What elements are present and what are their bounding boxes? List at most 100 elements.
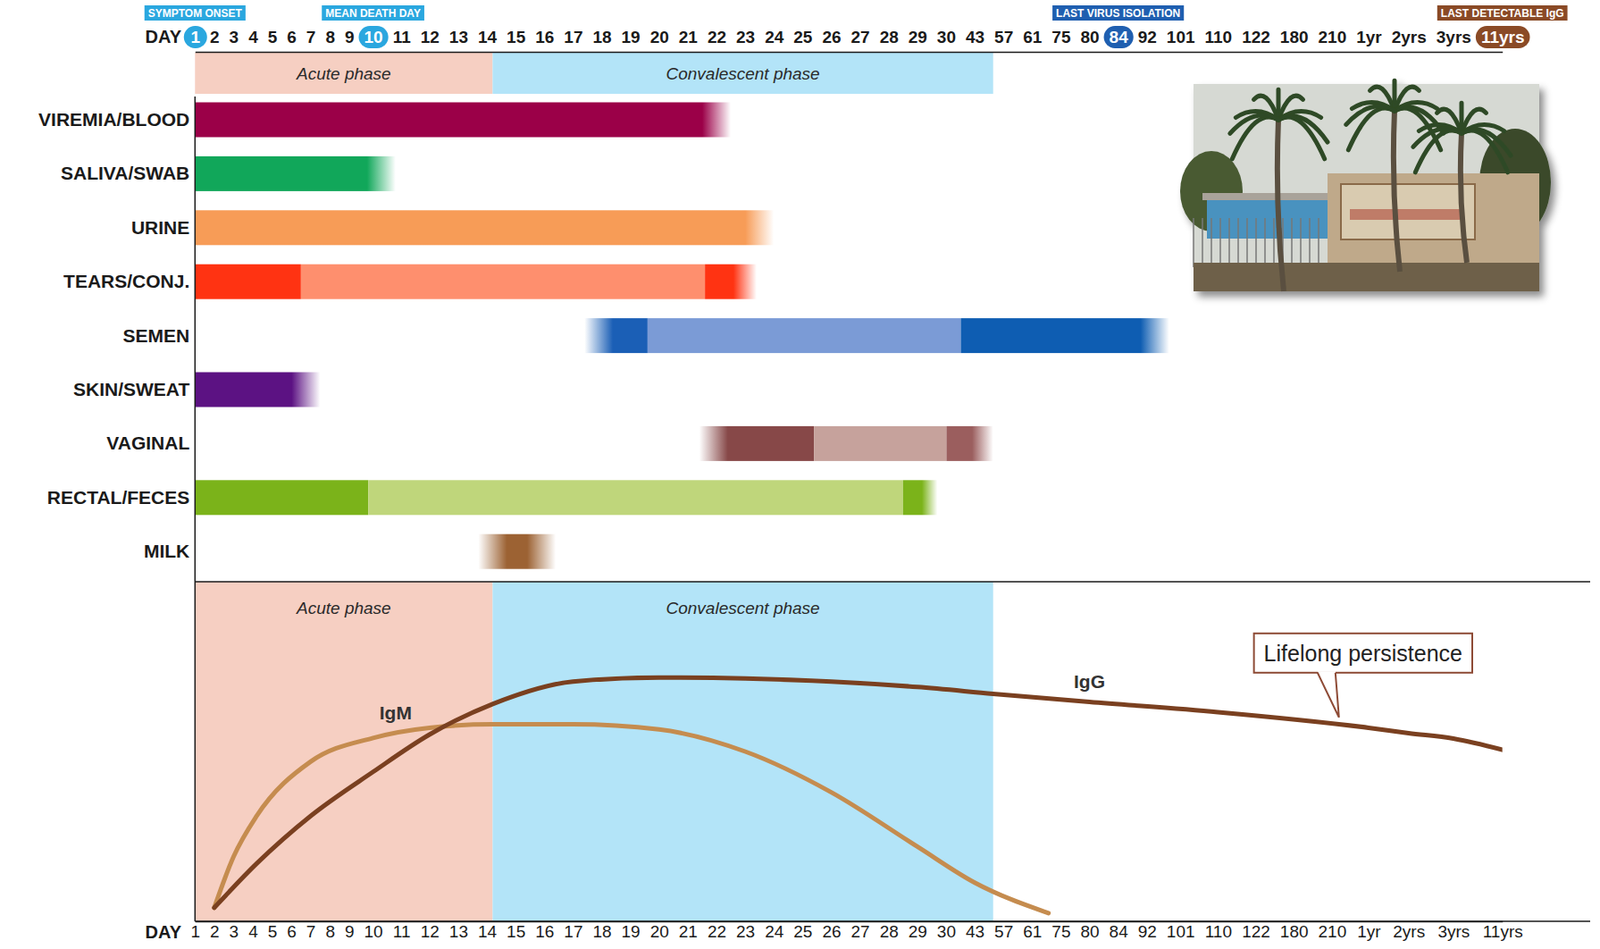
series-label: IgM (379, 702, 412, 723)
tick-label: 3yrs (1437, 921, 1470, 941)
tick-label: 14 (477, 27, 498, 47)
tick-label: 15 (506, 921, 526, 941)
tick-label: 10 (364, 921, 384, 941)
axis-line (195, 51, 1503, 54)
tick: 7 (306, 27, 317, 52)
tick-label: 122 (1241, 27, 1271, 47)
tick-label: 15 (506, 27, 527, 47)
range-bar (699, 426, 814, 461)
tick: 92 (1138, 921, 1157, 941)
tick: 84 (1109, 921, 1130, 941)
tick-label: 30 (937, 921, 956, 941)
range-bar (368, 479, 904, 515)
tick-label: 30 (937, 27, 956, 47)
tick: 6 (286, 921, 297, 941)
tick: 11 (393, 27, 412, 52)
marker-tag: SYMPTOM ONSET (144, 5, 246, 21)
row-label: VAGINAL (106, 432, 190, 453)
tick: 5 (268, 921, 278, 941)
marker-pill (1104, 25, 1134, 49)
tick: 6 (286, 27, 297, 52)
tick: 17 (563, 921, 583, 941)
range-bar (194, 156, 396, 192)
annotation: Lifelong persistence (1254, 633, 1473, 718)
photo-fence (1246, 217, 1249, 268)
tick: 16 (535, 27, 554, 52)
tick-label: 84 (1109, 921, 1130, 941)
tick-label: 3yrs (1436, 27, 1472, 47)
tick-label: 43 (965, 921, 985, 941)
tick-label: 1 (191, 27, 202, 47)
tick-label: 92 (1138, 921, 1157, 941)
tick-label: 180 (1280, 27, 1309, 47)
tick: 11 (393, 921, 411, 941)
photo-fence (1201, 217, 1204, 268)
tick-label: 25 (793, 27, 813, 47)
photo-fence (1237, 217, 1240, 268)
rows (194, 102, 1169, 570)
marker-tag: MEAN DEATH DAY (321, 5, 425, 21)
photo-palm-frond (1278, 116, 1328, 143)
tick-label: 7 (306, 27, 317, 47)
tick: 43 (965, 921, 985, 941)
tick: 27 (851, 921, 871, 941)
tick: 61 (1022, 921, 1042, 941)
tick-label: 210 (1318, 921, 1348, 941)
tick: 57 (994, 27, 1014, 52)
tick-label: 92 (1138, 27, 1157, 47)
tick-label: 12 (420, 921, 440, 941)
tick: 57 (994, 921, 1014, 941)
tick: 12 (420, 921, 440, 941)
tick-label: 28 (879, 921, 899, 941)
phase-label: Acute phase (295, 598, 392, 618)
row-label: URINE (131, 217, 190, 238)
tick: 84 (1104, 25, 1134, 52)
tick-label: 21 (678, 27, 699, 47)
tick-label: 19 (621, 921, 641, 941)
tick: 101 (1166, 921, 1196, 941)
tick: 110 (1205, 921, 1232, 941)
photo-palm-trunk (1393, 110, 1400, 272)
marker-pill (359, 25, 389, 49)
tick-label: 11yrs (1482, 921, 1524, 941)
tick-label: 2 (209, 921, 220, 941)
tick: 10 (364, 921, 384, 941)
tick: 15 (506, 921, 526, 941)
tick-label: 4 (248, 27, 259, 47)
row-label: MILK (143, 540, 190, 562)
photo-palm-frond (1230, 115, 1279, 134)
tick-label: 22 (707, 921, 727, 941)
tick-label: 1yr (1357, 921, 1382, 941)
tick: 13 (449, 27, 469, 52)
tick: 8 (325, 921, 336, 941)
tick-label: 6 (286, 27, 297, 47)
tick: 22 (707, 921, 727, 941)
photo-palm-frond (1413, 128, 1462, 147)
photo-palm-trunk (1277, 119, 1284, 292)
tick-label: 24 (764, 921, 785, 941)
x-axis-title: DAY (145, 921, 183, 942)
tick-label: 101 (1166, 27, 1196, 47)
photo-fence (1255, 217, 1257, 268)
annotations: Lifelong persistence (1254, 633, 1473, 718)
tick: 92 (1138, 27, 1157, 52)
tick: 24 (764, 27, 785, 52)
marker-label: LAST VIRUS ISOLATION (1055, 7, 1181, 20)
photo-sign-band (1349, 209, 1465, 220)
tick-label: 24 (764, 27, 785, 47)
photo-fence (1308, 217, 1311, 268)
tick: 14 (477, 27, 498, 52)
tick: 1 (191, 921, 202, 941)
tick: 122 (1241, 921, 1271, 941)
tick: 3 (229, 27, 240, 52)
tick: 23 (736, 921, 755, 941)
tick-label: 11 (393, 921, 411, 941)
tick-label: 80 (1080, 27, 1099, 47)
tick-label: 19 (621, 27, 641, 47)
photo-ground (1193, 262, 1540, 292)
tick-label: 2 (209, 27, 220, 47)
row-labels: VIREMIA/BLOODSALIVA/SWABURINETEARS/CONJ.… (38, 108, 190, 562)
tick: 20 (650, 921, 670, 941)
tick-label: 61 (1022, 921, 1042, 941)
tick: 13 (449, 921, 469, 941)
